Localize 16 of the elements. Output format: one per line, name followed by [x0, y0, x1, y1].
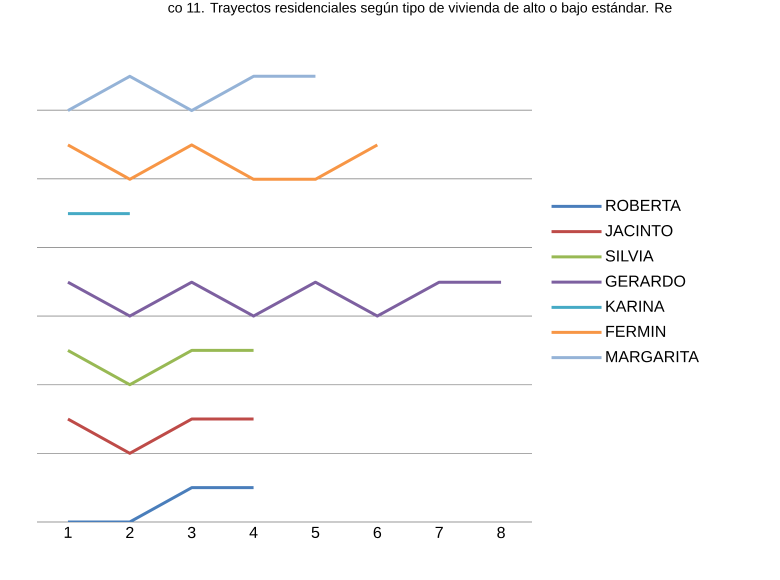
legend-label: GERARDO [606, 276, 686, 287]
legend-label: MARGARITA [606, 350, 699, 362]
legend-label: SILVIA [606, 250, 654, 262]
x-tick-label: 6 [374, 526, 382, 538]
legend-label: JACINTO [605, 225, 672, 236]
legend-label: KARINA [606, 300, 665, 312]
x-tick-label: 1 [64, 526, 72, 538]
legend-label: FERMIN [606, 326, 666, 337]
x-tick-label: 2 [126, 526, 134, 538]
x-tick-label: 8 [497, 526, 505, 538]
x-tick-label: 5 [312, 526, 320, 538]
x-tick-label: 3 [188, 526, 196, 538]
legend-label: ROBERTA [606, 200, 681, 212]
chart-title: co 11. Trayectos residenciales según tipo de vivienda de alto o bajo estándar. Re [168, 2, 672, 16]
x-tick-label: 7 [436, 526, 443, 538]
x-tick-label: 4 [249, 526, 258, 538]
